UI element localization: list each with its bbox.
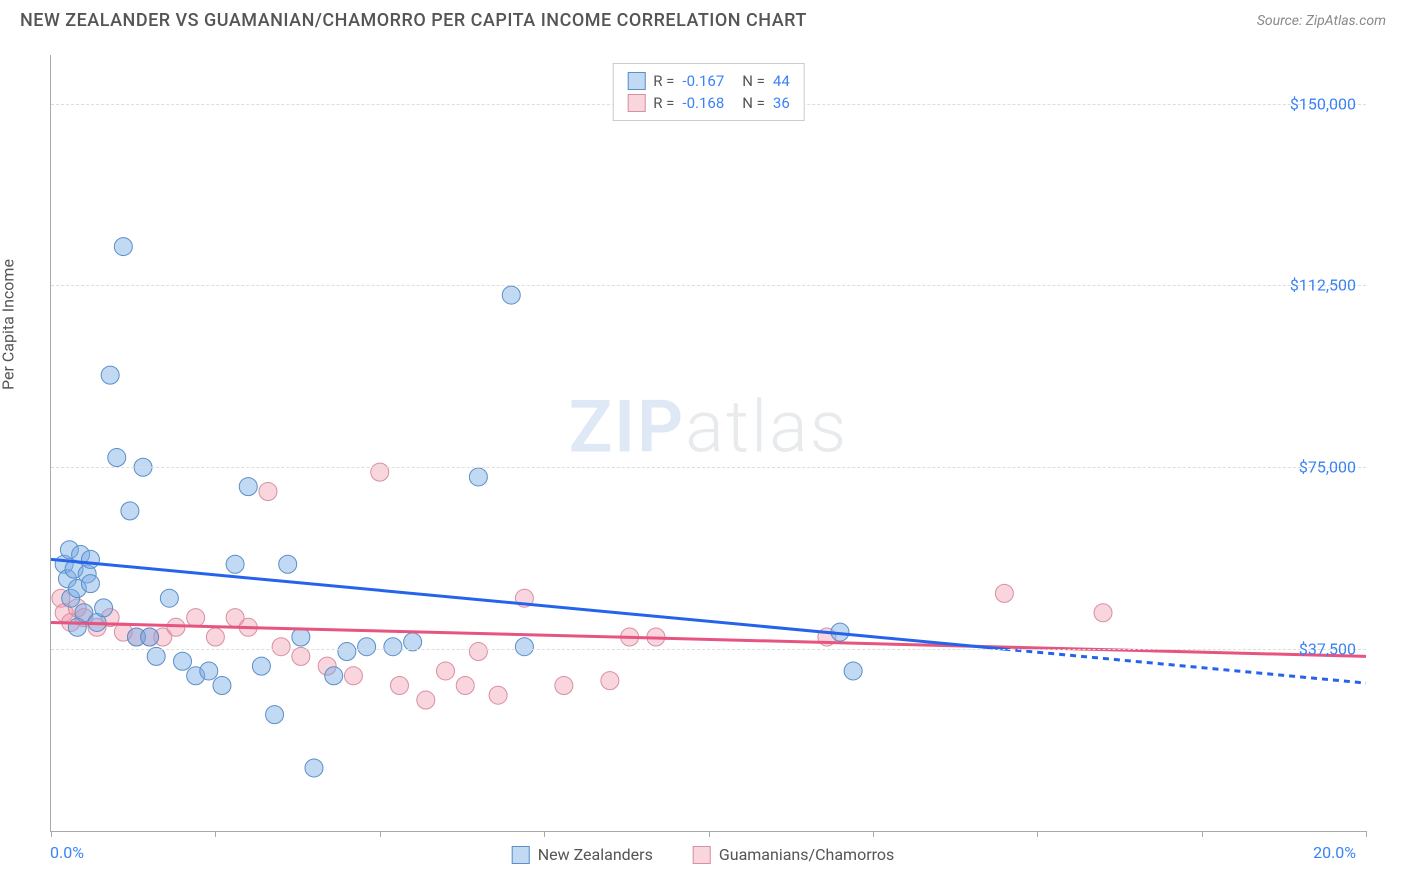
- scatter-point-series2: [390, 677, 408, 695]
- scatter-point-series1: [358, 638, 376, 656]
- stats-legend-row: R = -0.167 N = 44: [627, 70, 790, 92]
- legend-r-value: -0.167: [682, 72, 724, 90]
- stats-legend-row: R = -0.168 N = 36: [627, 92, 790, 114]
- scatter-point-series2: [371, 463, 389, 481]
- scatter-point-series1: [279, 555, 297, 573]
- series-legend-label: Guamanians/Chamorros: [719, 845, 894, 864]
- legend-n-label: N =: [742, 94, 765, 112]
- legend-n-value: 44: [773, 72, 790, 90]
- scatter-point-series1: [325, 667, 343, 685]
- scatter-point-series2: [995, 584, 1013, 602]
- chart-plot-area: ZIPatlas R = -0.167N = 44R = -0.168N = 3…: [50, 55, 1366, 832]
- scatter-point-series1: [68, 618, 86, 636]
- x-tick: [215, 831, 216, 837]
- scatter-point-series1: [844, 662, 862, 680]
- x-tick: [709, 831, 710, 837]
- x-tick: [873, 831, 874, 837]
- legend-r-value: -0.168: [682, 94, 724, 112]
- scatter-point-series2: [272, 638, 290, 656]
- legend-n-label: N =: [742, 72, 765, 90]
- scatter-point-series1: [81, 550, 99, 568]
- gridline: [51, 285, 1366, 286]
- legend-n-value: 36: [773, 94, 790, 112]
- y-tick-label: $150,000: [1290, 94, 1356, 113]
- scatter-point-series1: [108, 449, 126, 467]
- gridline: [51, 649, 1366, 650]
- scatter-point-series2: [489, 686, 507, 704]
- source-label: Source: ZipAtlas.com: [1257, 13, 1386, 29]
- scatter-point-series1: [226, 555, 244, 573]
- scatter-point-series1: [515, 638, 533, 656]
- scatter-point-series2: [344, 667, 362, 685]
- scatter-point-series2: [206, 628, 224, 646]
- legend-swatch-icon: [627, 72, 645, 90]
- trendline-series2: [51, 622, 1366, 656]
- gridline: [51, 467, 1366, 468]
- stats-legend: R = -0.167 N = 44 R = -0.168 N = 36: [612, 63, 805, 121]
- scatter-point-series2: [187, 609, 205, 627]
- scatter-point-series2: [1094, 604, 1112, 622]
- x-tick: [380, 831, 381, 837]
- chart-title: NEW ZEALANDER VS GUAMANIAN/CHAMORRO PER …: [20, 10, 807, 31]
- series-legend: New Zealanders Guamanians/Chamorros: [512, 845, 895, 864]
- series-legend-item: New Zealanders: [512, 845, 653, 864]
- y-tick-label: $37,500: [1299, 640, 1356, 659]
- scatter-point-series1: [114, 238, 132, 256]
- scatter-point-series1: [81, 575, 99, 593]
- scatter-point-series1: [141, 628, 159, 646]
- legend-swatch-icon: [693, 846, 711, 864]
- scatter-point-series1: [200, 662, 218, 680]
- x-axis-min-label: 0.0%: [50, 843, 84, 862]
- scatter-point-series1: [213, 677, 231, 695]
- y-tick-label: $112,500: [1290, 276, 1356, 295]
- scatter-point-series1: [239, 478, 257, 496]
- legend-swatch-icon: [512, 846, 530, 864]
- scatter-point-series1: [101, 366, 119, 384]
- y-tick-label: $75,000: [1299, 458, 1356, 477]
- scatter-point-series2: [555, 677, 573, 695]
- scatter-point-series1: [174, 652, 192, 670]
- scatter-plot-svg: [51, 55, 1366, 831]
- scatter-point-series1: [252, 657, 270, 675]
- scatter-point-series1: [305, 759, 323, 777]
- scatter-point-series2: [437, 662, 455, 680]
- scatter-point-series2: [417, 691, 435, 709]
- scatter-point-series1: [160, 589, 178, 607]
- scatter-point-series1: [502, 286, 520, 304]
- legend-swatch-icon: [627, 94, 645, 112]
- x-axis-max-label: 20.0%: [1313, 843, 1356, 862]
- x-tick: [1037, 831, 1038, 837]
- scatter-point-series1: [292, 628, 310, 646]
- y-axis-label: Per Capita Income: [0, 259, 18, 390]
- scatter-point-series1: [121, 502, 139, 520]
- scatter-point-series2: [469, 643, 487, 661]
- scatter-point-series2: [259, 483, 277, 501]
- x-tick: [544, 831, 545, 837]
- series-legend-label: New Zealanders: [538, 845, 653, 864]
- x-tick: [1366, 831, 1367, 837]
- scatter-point-series2: [456, 677, 474, 695]
- scatter-point-series1: [469, 468, 487, 486]
- series-legend-item: Guamanians/Chamorros: [693, 845, 894, 864]
- scatter-point-series1: [338, 643, 356, 661]
- scatter-point-series1: [384, 638, 402, 656]
- scatter-point-series1: [266, 706, 284, 724]
- legend-r-label: R =: [653, 72, 674, 90]
- scatter-point-series2: [601, 672, 619, 690]
- scatter-point-series1: [95, 599, 113, 617]
- x-tick: [1202, 831, 1203, 837]
- legend-r-label: R =: [653, 94, 674, 112]
- x-tick: [51, 831, 52, 837]
